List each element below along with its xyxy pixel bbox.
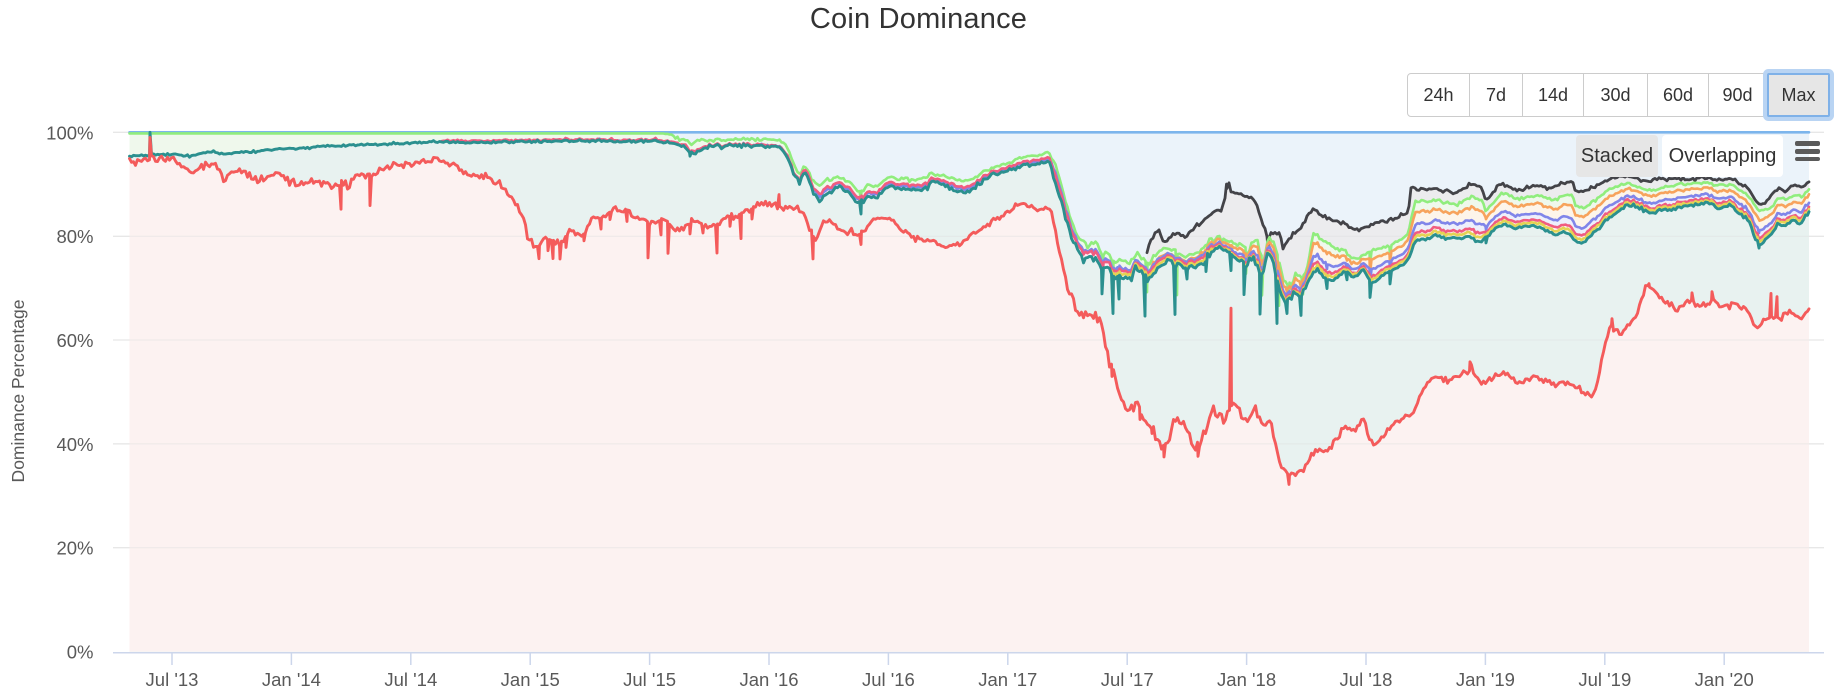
svg-text:Jul '14: Jul '14 <box>384 669 437 690</box>
svg-text:Jul '17: Jul '17 <box>1101 669 1154 690</box>
svg-text:Jan '19: Jan '19 <box>1456 669 1515 690</box>
svg-text:Jul '15: Jul '15 <box>623 669 676 690</box>
svg-text:Jul '16: Jul '16 <box>862 669 915 690</box>
svg-text:Jan '15: Jan '15 <box>501 669 560 690</box>
svg-text:Jan '17: Jan '17 <box>978 669 1037 690</box>
svg-text:Jul '18: Jul '18 <box>1340 669 1393 690</box>
svg-text:20%: 20% <box>56 538 93 559</box>
svg-text:Jan '20: Jan '20 <box>1695 669 1754 690</box>
svg-text:Jan '18: Jan '18 <box>1217 669 1276 690</box>
svg-text:60%: 60% <box>56 330 93 351</box>
svg-text:40%: 40% <box>56 434 93 455</box>
svg-text:0%: 0% <box>67 642 94 663</box>
svg-text:Jul '13: Jul '13 <box>146 669 199 690</box>
svg-text:Dominance Percentage: Dominance Percentage <box>8 300 28 483</box>
svg-text:80%: 80% <box>56 226 93 247</box>
svg-text:100%: 100% <box>46 122 93 143</box>
svg-text:Jan '16: Jan '16 <box>739 669 798 690</box>
svg-text:Jan '14: Jan '14 <box>262 669 321 690</box>
svg-text:Jul '19: Jul '19 <box>1578 669 1631 690</box>
